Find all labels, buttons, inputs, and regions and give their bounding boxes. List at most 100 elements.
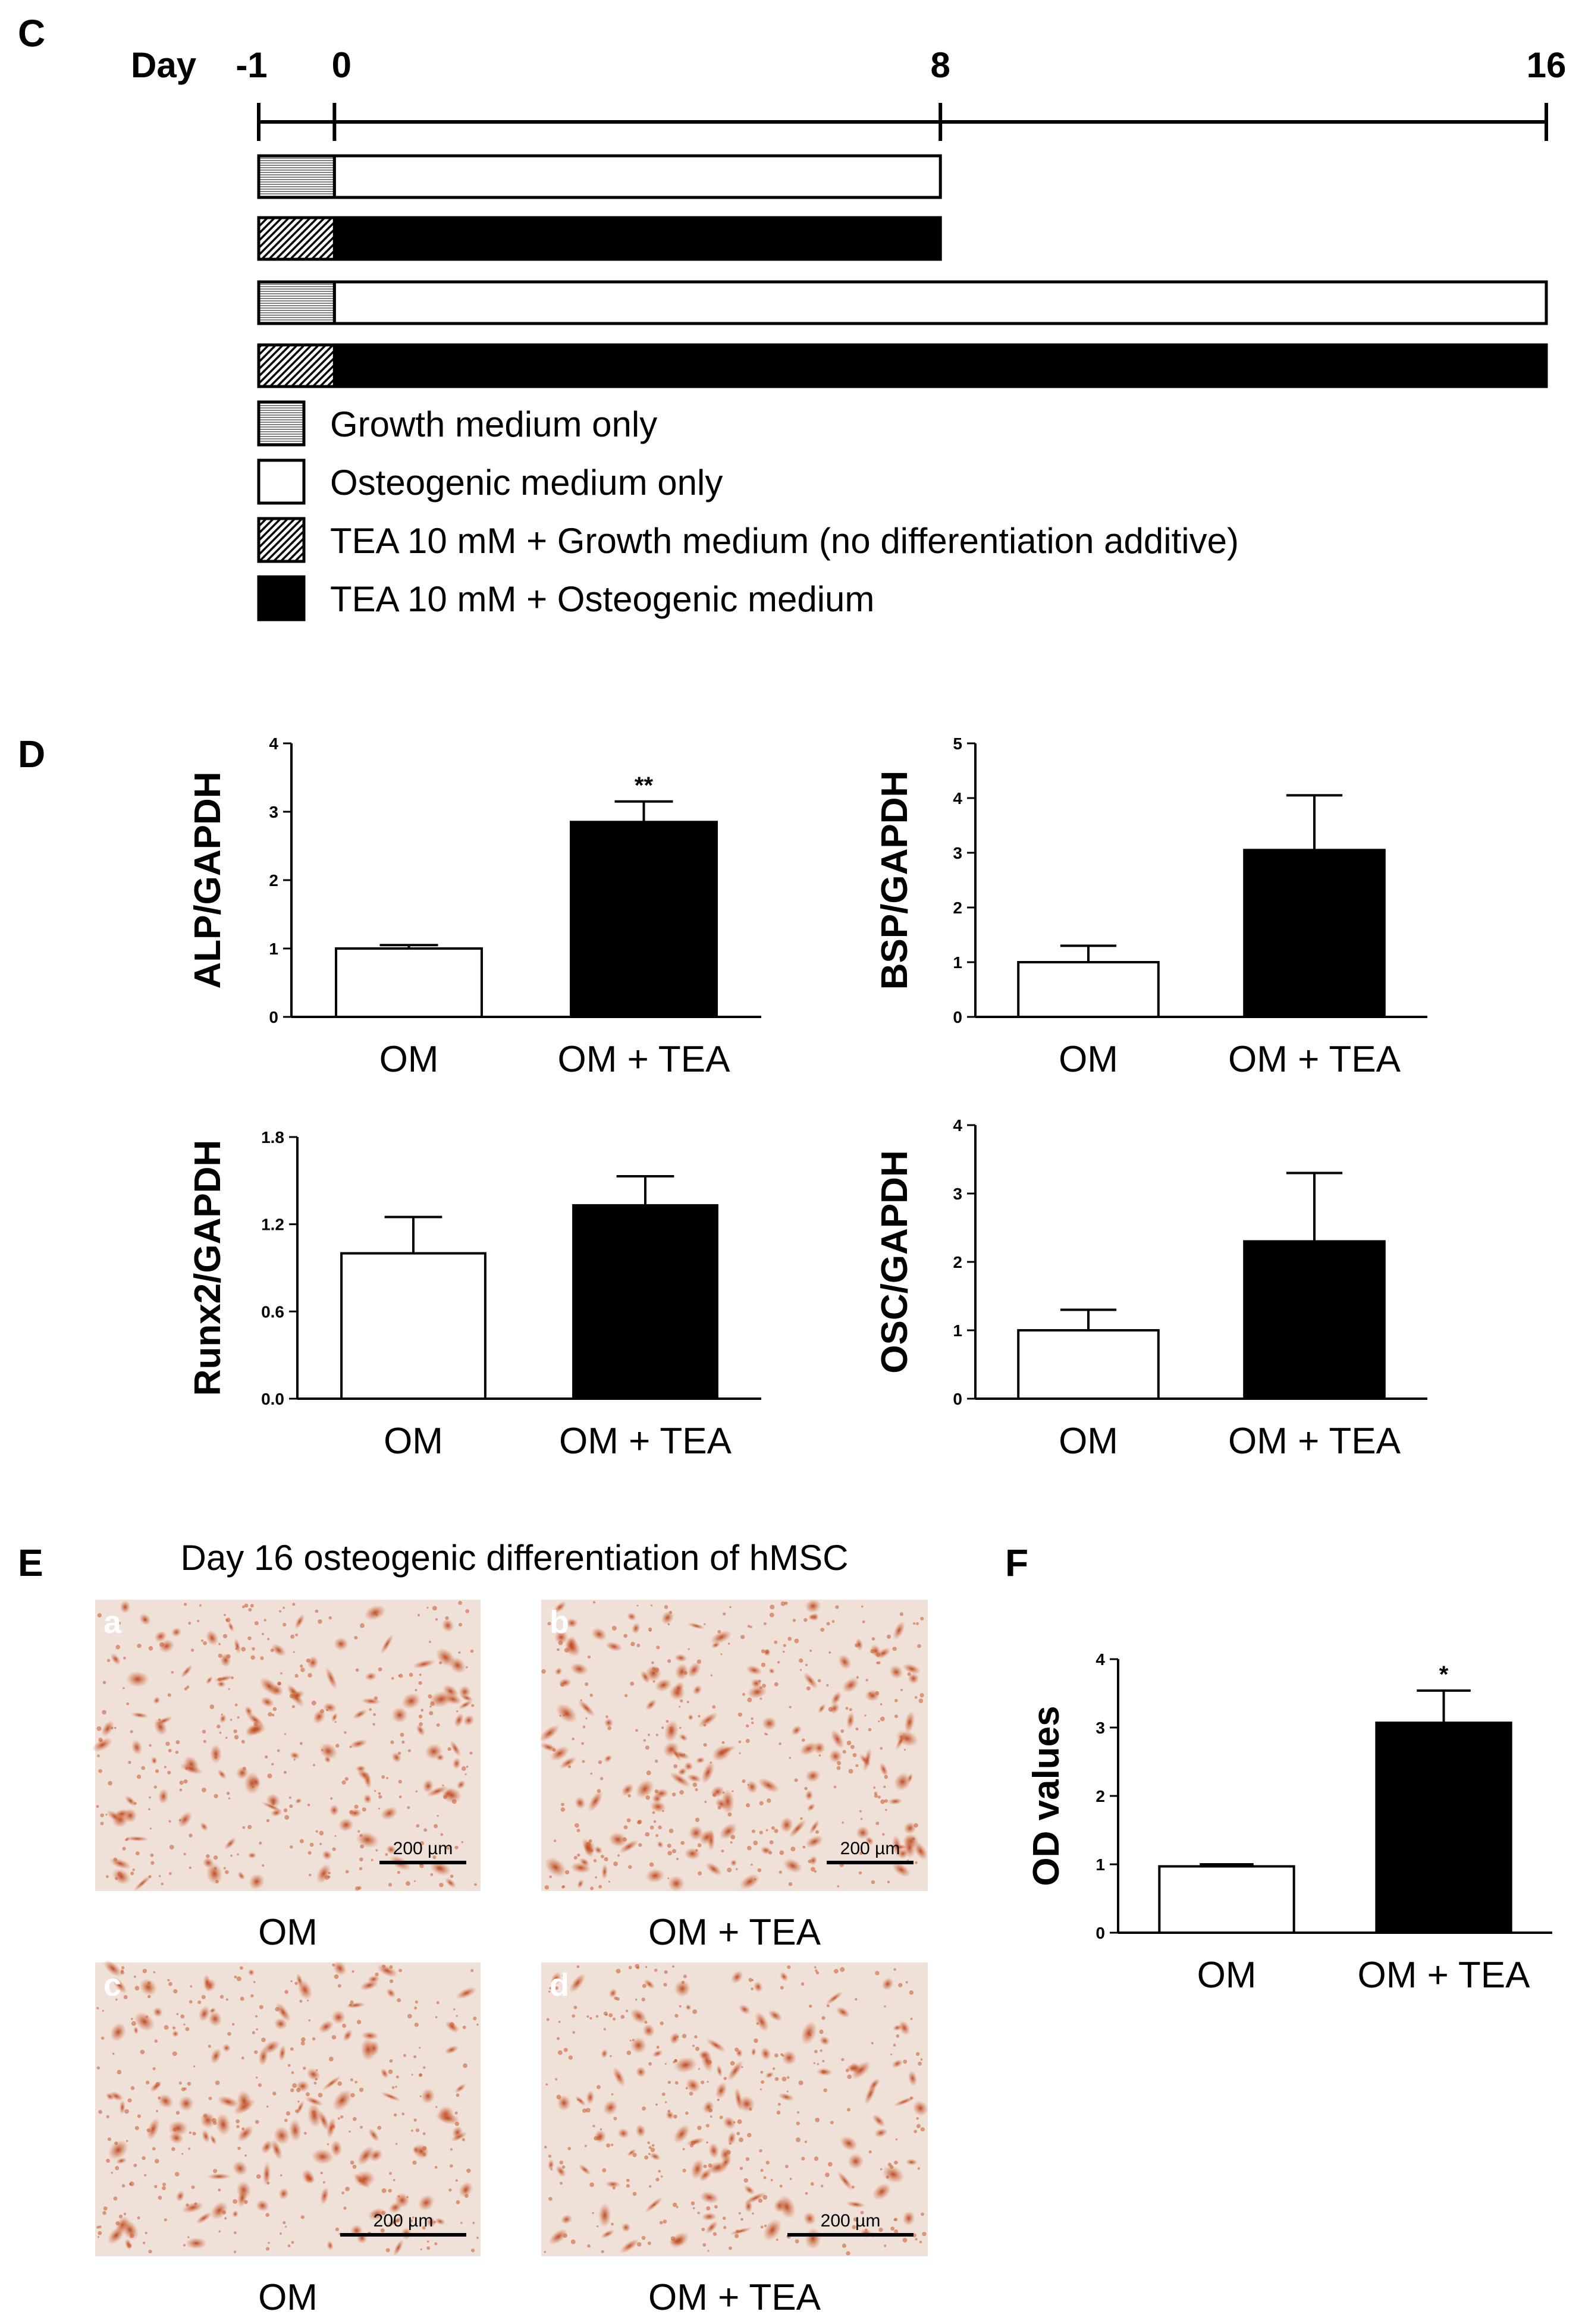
stain-dot [144,1618,147,1621]
stain-spot [645,2197,663,2213]
stain-dot [588,1839,592,1843]
stain-dot [845,2068,849,2072]
stain-dot [459,1623,463,1627]
stain-dot [671,1849,677,1854]
stain-dot [905,1981,908,1984]
stain-spot [237,1871,246,1880]
micrograph-caption: OM + TEA [648,1912,821,1953]
micrograph-background [541,1600,928,1891]
stain-dot [922,2232,927,2237]
stain-dot [315,1609,319,1613]
stain-dot [558,2020,561,2023]
stain-dot [236,2119,240,2124]
stain-dot [97,1613,102,1618]
stain-dot [410,2219,413,2223]
timeline-bar-main [332,154,942,199]
stain-dot [608,2013,613,2018]
stain-dot [359,1867,363,1871]
stain-dot [655,1733,658,1736]
stain-dot [645,1745,649,1750]
stain-spot [579,1858,590,1867]
stain-dot [726,2150,731,2155]
micrograph-caption: OM [258,1912,318,1953]
stain-dot [466,2168,471,2173]
stain-spot [369,2149,383,2162]
stain-dot [419,2073,422,2077]
stain-dot [235,1648,237,1650]
stain-dot [608,1880,611,1883]
stain-dot [685,2087,688,2090]
stain-spot [295,1798,302,1804]
stain-dot [123,2212,127,2216]
stain-dot [158,1718,161,1721]
y-tick-label: 2 [953,899,962,917]
stain-dot [420,2248,422,2251]
stain-spot [274,2018,288,2030]
stain-spot [251,1776,260,1788]
stain-dot [133,1975,136,1978]
stain-spot [851,2061,871,2080]
stain-dot [721,1849,724,1853]
stain-dot [278,1610,282,1613]
stain-dot [462,2025,466,2030]
stain-dot [826,1622,830,1626]
stain-dot [447,1747,451,1751]
stain-dot [577,2099,579,2101]
bar [1158,1865,1295,1934]
stain-dot [355,1668,359,1672]
stain-dot [98,1738,103,1742]
stain-spot [661,1611,674,1625]
stain-spot [326,2117,336,2139]
stain-spot [635,2066,646,2078]
stain-dot [413,2055,417,2059]
stain-dot [192,2131,196,2135]
stain-dot [821,2069,825,2074]
stain-spot [627,2149,636,2157]
stain-spot [178,2096,194,2112]
stain-dot [658,2169,661,2173]
stain-spot [836,2006,850,2018]
stain-spot [441,1619,454,1632]
legend-swatch [257,458,306,505]
timeline-day-label: Day [131,45,197,85]
stain-spot [318,2020,334,2034]
stain-dot [599,1777,604,1780]
stain-dot [236,1976,241,1981]
stain-dot [903,1748,906,1751]
stain-dot [815,1971,820,1975]
stain-dot [886,1634,892,1639]
stain-dot [426,2246,431,2250]
stain-dot [213,2169,218,2174]
stain-dot [916,1622,919,1625]
stain-spot [674,1654,688,1662]
stain-dot [560,1682,564,1687]
stain-dot [318,2093,323,2097]
stain-dot [411,2129,413,2132]
stain-dot [165,1741,170,1746]
bar [1375,1721,1512,1934]
stain-dot [423,1828,428,1832]
stain-spot [809,1855,818,1866]
bar [572,1204,718,1400]
stain-spot [905,2159,918,2166]
stain-dot [563,1885,565,1888]
stain-dot [626,2184,630,2188]
stain-dot [893,2043,896,2047]
stain-spot [247,1968,255,1976]
stain-dot [880,1799,885,1804]
stain-dot [592,2124,595,2128]
stain-dot [697,2125,702,2130]
stain-spot [882,2165,905,2184]
stain-dot [698,1871,702,1876]
y-tick-label: 1 [1096,1855,1105,1874]
stain-dot [320,2171,323,2175]
stain-dot [136,1775,142,1779]
stain-dot [894,1698,898,1703]
stain-dot [743,2178,749,2183]
stain-dot [445,1616,449,1620]
stain-spot [695,1757,705,1764]
stain-spot [331,2010,346,2025]
stain-dot [154,2185,158,2188]
stain-dot [622,1837,627,1842]
